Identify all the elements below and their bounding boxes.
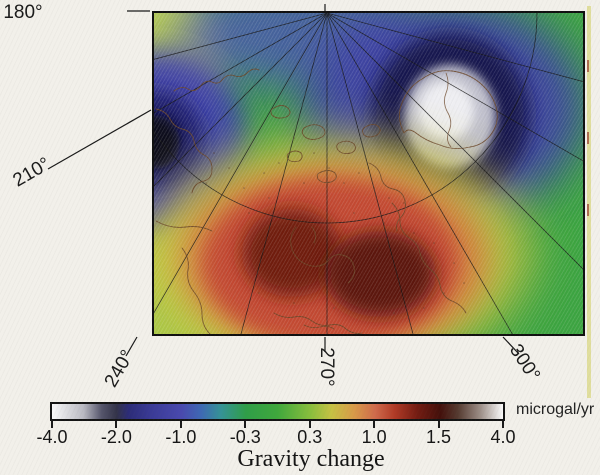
- colorbar-tick: [179, 421, 182, 428]
- labrador-coast: [391, 202, 467, 314]
- colorbar-tick-labels: -4.0 -2.0 -1.0 -0.3 0.3 1.0 1.5 4.0: [36, 427, 515, 447]
- scan-edge-artifact: [587, 6, 591, 398]
- parallel-circle: [154, 13, 538, 224]
- colorbar-tick: [51, 421, 53, 428]
- map-canvas: [154, 13, 583, 334]
- coast-speckle: [205, 137, 465, 314]
- colorbar-unit-label: microgal/yr: [516, 401, 595, 418]
- colorbar-tick-label: -2.0: [100, 427, 132, 447]
- colorbar-tick: [244, 421, 247, 428]
- meridian-label-180: 180°: [3, 2, 43, 23]
- uplift-maximum-west: [242, 209, 342, 297]
- colorbar-tick: [308, 421, 311, 428]
- meridian-label-210: 210°: [9, 153, 55, 192]
- hudson-bay-coast: [290, 226, 355, 284]
- colorbar-tick-label: -0.3: [229, 427, 261, 447]
- meridian-label-240: 240°: [100, 346, 139, 392]
- colorbar-tick-label: 4.0: [490, 427, 516, 447]
- colorbar-tick-label: -4.0: [36, 427, 68, 447]
- west-coast: [181, 247, 211, 334]
- coastlines: [155, 68, 498, 334]
- uplift-maximum-east: [324, 231, 436, 317]
- great-lakes-region: [273, 312, 363, 334]
- colorbar-tick-label: -1.0: [165, 427, 197, 447]
- meridian-label-270: 270°: [316, 347, 337, 387]
- colorbar: [50, 402, 505, 421]
- colorbar-tick: [502, 421, 504, 428]
- colorbar-tick-label: 0.3: [297, 427, 323, 447]
- meridian-label-300: 300°: [504, 340, 544, 385]
- colorbar-tick: [437, 421, 440, 428]
- colorbar-tick: [115, 421, 118, 428]
- gravity-anomaly-map: [152, 11, 585, 336]
- chart-title: Gravity change: [237, 446, 385, 472]
- greenland-coast: [399, 70, 498, 150]
- alaska-anomaly-core: [154, 115, 180, 169]
- colorbar-tick-label: 1.5: [426, 427, 452, 447]
- greenland-white-center: [418, 81, 474, 141]
- colorbar-tick: [373, 421, 376, 428]
- colorbar-tick-label: 1.0: [361, 427, 387, 447]
- leader-210: [47, 109, 152, 170]
- positive-anomaly-red-region: [154, 135, 531, 334]
- colorbar-ticks: [51, 421, 504, 429]
- graticule: [154, 13, 583, 334]
